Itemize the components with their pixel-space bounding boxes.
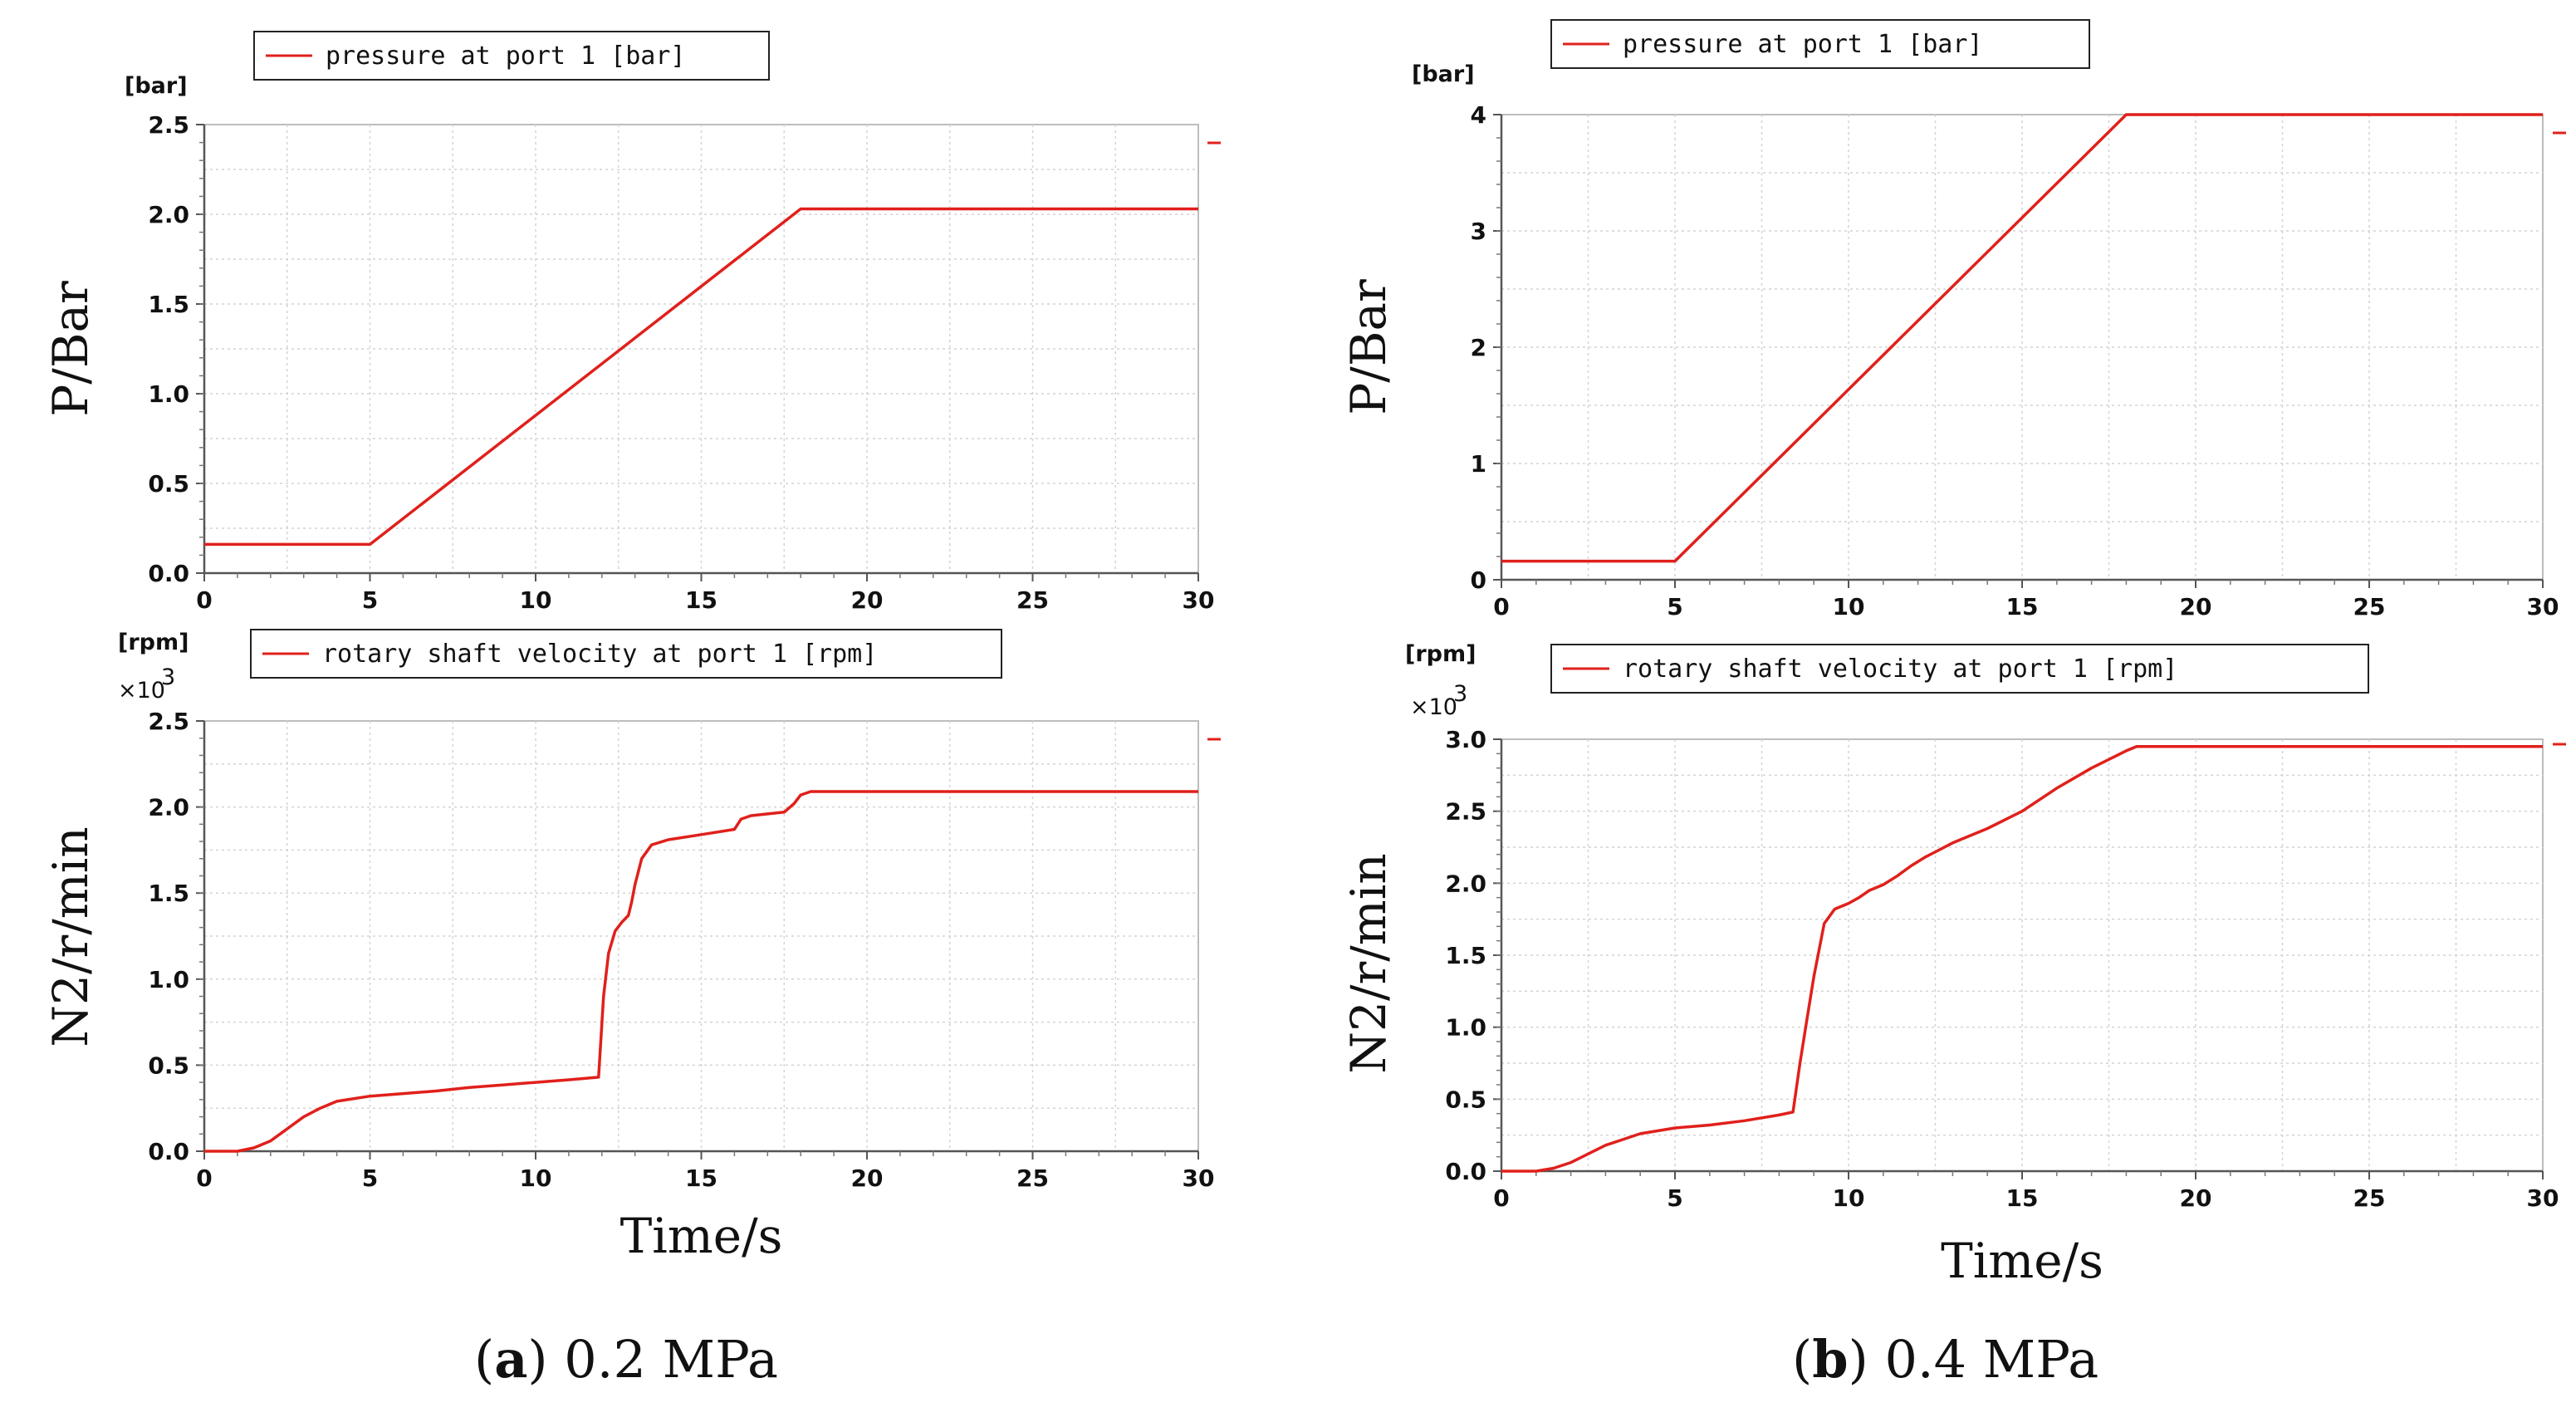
x-tick-label: 20 — [851, 1165, 884, 1192]
x-tick-label: 5 — [1667, 593, 1682, 620]
y-tick-label: 2.0 — [148, 794, 189, 821]
legend-box — [1550, 644, 2369, 694]
x-tick-label: 20 — [2180, 593, 2212, 620]
series-line-a-speed — [204, 790, 1198, 1153]
unit-label: [rpm] — [1405, 641, 1476, 667]
y-tick-label: 3 — [1471, 218, 1486, 245]
x-tick-label: 10 — [520, 586, 552, 614]
unit-label: [bar] — [1412, 61, 1475, 87]
exponent-label: ×10 — [1410, 694, 1457, 720]
y-tick-label: 1.5 — [148, 291, 189, 318]
y-tick-label: 2.5 — [148, 111, 189, 139]
caption-b-letter: b — [1812, 1329, 1848, 1390]
x-tick-label: 15 — [2006, 1184, 2039, 1212]
chart-a-speed: 0 5 10 15 20 25 30 0.0 0.5 1.0 1.5 2.0 2.5 [rpm] ×103 r… — [42, 629, 1221, 1264]
chart-a-pressure: 0 5 10 15 20 25 30 0.0 0.5 1.0 1.5 2.0 2.5 [bar] press… — [42, 31, 1221, 614]
x-tick-label: 25 — [1016, 1165, 1049, 1192]
x-tick-label: 30 — [2527, 1184, 2559, 1212]
chart-b-pressure: 0 5 10 15 20 25 30 0 1 2 3 4 [bar] pressure at port 1… — [1340, 19, 2566, 620]
x-tick-label: 5 — [362, 586, 378, 614]
legend-label: pressure at port 1 [bar] — [326, 42, 685, 71]
legend-box — [250, 629, 1002, 679]
legend-label: rotary shaft velocity at port 1 [rpm] — [322, 640, 877, 669]
x-tick-label: 20 — [851, 586, 884, 614]
y-tick-label: 1.0 — [1445, 1014, 1486, 1042]
x-tick-label: 0 — [1493, 593, 1509, 620]
x-tick-label: 30 — [1183, 1165, 1215, 1192]
caption-a: (a) 0.2 MPa — [474, 1329, 778, 1390]
x-tick-label: 30 — [1183, 586, 1215, 614]
caption-b-text: 0.4 MPa — [1884, 1329, 2099, 1390]
chart-b-speed: 0 5 10 15 20 25 30 0.0 0.5 1.0 1.5 2.0 2.5 3.0 [rpm] ×1… — [1340, 641, 2566, 1289]
y-tick-label: 0.0 — [148, 560, 189, 587]
y-axis-label: P/Bar — [42, 281, 99, 417]
y-tick-label: 2.0 — [1445, 870, 1486, 897]
legend-box — [1550, 19, 2090, 69]
x-tick-label: 0 — [196, 1165, 212, 1192]
x-tick-label: 5 — [362, 1165, 378, 1192]
x-tick-label: 5 — [1667, 1184, 1682, 1212]
y-tick-label: 1.5 — [148, 880, 189, 907]
x-tick-label: 15 — [685, 1165, 717, 1192]
caption-b: (b) 0.4 MPa — [1792, 1329, 2099, 1390]
y-tick-label: 0.0 — [1445, 1158, 1486, 1185]
x-axis-label: Time/s — [1941, 1233, 2103, 1289]
y-tick-label: 1.5 — [1445, 942, 1486, 969]
x-tick-label: 10 — [1833, 1184, 1865, 1212]
x-tick-label: 15 — [2006, 593, 2039, 620]
y-tick-label: 2.5 — [148, 708, 189, 735]
x-tick-label: 30 — [2527, 593, 2559, 620]
x-tick-label: 25 — [2353, 1184, 2386, 1212]
x-tick-label: 10 — [1833, 593, 1865, 620]
y-tick-label: 1.0 — [148, 966, 189, 993]
y-axis-label: P/Bar — [1340, 279, 1397, 415]
y-tick-label: 0.5 — [148, 1052, 189, 1079]
x-tick-label: 15 — [685, 586, 717, 614]
y-tick-label: 2.5 — [1445, 798, 1486, 826]
caption-a-letter: a — [494, 1329, 527, 1390]
y-tick-label: 0.5 — [1445, 1086, 1486, 1113]
legend-label: pressure at port 1 [bar] — [1623, 30, 1982, 59]
legend-box — [253, 31, 770, 81]
series-line-b-pressure — [1501, 113, 2543, 563]
y-tick-label: 0.0 — [148, 1138, 189, 1165]
y-tick-label: 2 — [1471, 334, 1486, 361]
exponent-label: ×10 — [118, 678, 165, 704]
series-line-b-speed — [1501, 744, 2543, 1173]
unit-label: [rpm] — [118, 630, 189, 655]
y-tick-label: 1.0 — [148, 380, 189, 408]
x-tick-label: 0 — [196, 586, 212, 614]
y-tick-label: 1 — [1471, 450, 1486, 478]
x-tick-label: 0 — [1493, 1184, 1509, 1212]
x-tick-label: 25 — [2353, 593, 2386, 620]
y-tick-label: 0 — [1471, 566, 1486, 594]
y-tick-label: 3.0 — [1445, 726, 1486, 753]
y-axis-label: N2/r/min — [1340, 853, 1397, 1073]
x-tick-label: 25 — [1016, 586, 1049, 614]
caption-a-text: 0.2 MPa — [564, 1329, 778, 1390]
x-axis-label: Time/s — [620, 1208, 783, 1264]
series-line-a-pressure — [204, 207, 1198, 547]
y-axis-label: N2/r/min — [42, 826, 99, 1047]
y-tick-label: 4 — [1471, 101, 1486, 129]
x-tick-label: 20 — [2180, 1184, 2212, 1212]
unit-label: [bar] — [125, 73, 188, 99]
exponent-power: 3 — [161, 664, 175, 690]
x-tick-label: 10 — [520, 1165, 552, 1192]
legend-label: rotary shaft velocity at port 1 [rpm] — [1623, 655, 2177, 684]
exponent-power: 3 — [1453, 681, 1467, 707]
y-tick-label: 0.5 — [148, 470, 189, 498]
y-tick-label: 2.0 — [148, 201, 189, 228]
